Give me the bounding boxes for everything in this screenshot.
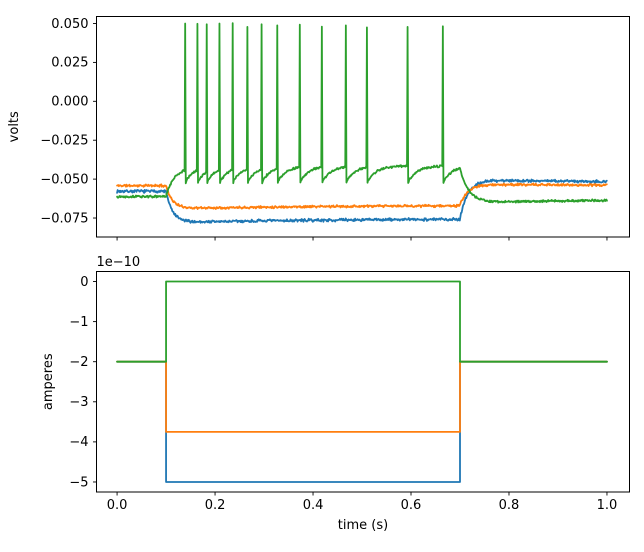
x-tick-label: 0.2: [205, 498, 226, 513]
series-group: [116, 22, 608, 224]
y-tick-label: −0.025: [40, 134, 88, 149]
y-axis-offset-exponent-label: 1e−10: [97, 255, 141, 270]
y-tick-label: −5: [69, 475, 88, 490]
series-group: [116, 280, 608, 483]
voltage-trace-blue: [116, 178, 608, 224]
x-tick-label: 0.8: [499, 498, 520, 513]
x-tick-label: 1.0: [597, 498, 618, 513]
voltage-trace-green: [116, 22, 608, 204]
x-axis-label: time (s): [338, 518, 388, 533]
voltage-y-axis-label: volts: [7, 111, 22, 142]
current-y-axis-label: amperes: [41, 353, 56, 410]
y-tick-label: 0: [80, 275, 88, 290]
plot-background: [96, 271, 630, 492]
y-tick-label: −0.050: [40, 172, 88, 187]
axes-spines: [96, 271, 630, 493]
y-tick-label: −3: [69, 395, 88, 410]
y-tick-label: −4: [69, 435, 88, 450]
y-tick-label: −2: [69, 355, 88, 370]
x-tick-label: 0.6: [401, 498, 422, 513]
voltage-axes: 0.050 0.025 0.000 −0.025 −0.050 −0.075: [40, 16, 630, 241]
y-tick-label: 0.050: [51, 17, 88, 32]
y-tick-label: 0.025: [51, 56, 88, 71]
current-axes: 0.0 0.2 0.4 0.6 0.8 1.0 0 −1 −2 −3 −4 −5: [69, 271, 630, 513]
current-step-green: [116, 280, 608, 363]
y-tick-label: 0.000: [51, 95, 88, 110]
axes-spines: [96, 16, 630, 238]
x-tick-label: 0.4: [303, 498, 324, 513]
voltage-trace-orange: [116, 182, 608, 210]
y-tick-label: −0.075: [40, 211, 88, 226]
x-tick-label: 0.0: [107, 498, 128, 513]
y-tick-label: −1: [69, 315, 88, 330]
